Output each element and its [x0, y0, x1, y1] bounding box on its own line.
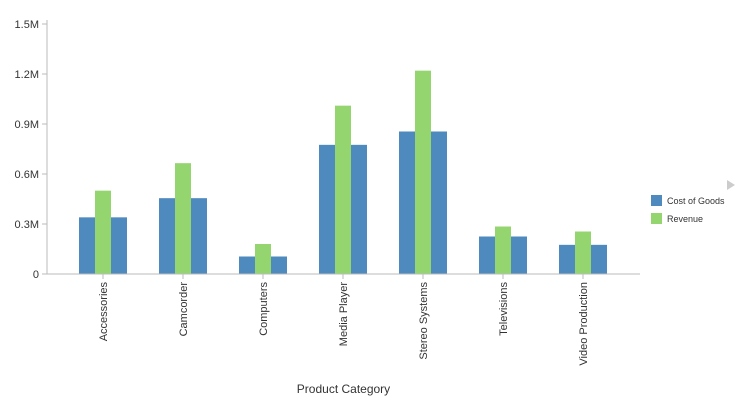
x-tick-label: Computers — [258, 282, 270, 336]
x-tick-label: Media Player — [338, 282, 350, 347]
bar-revenue — [575, 231, 591, 274]
x-tick-label: Accessories — [98, 282, 110, 342]
x-axis-title: Product Category — [297, 382, 390, 396]
y-tick-label: 0.6M — [15, 169, 39, 181]
bar-revenue — [335, 105, 351, 275]
x-axis: Accessories Camcorder Computers Media Playe… — [98, 274, 590, 366]
x-tick-label: Video Production — [578, 282, 590, 366]
legend-swatch — [651, 213, 662, 224]
y-tick-label: 1.2M — [15, 69, 39, 81]
bar-revenue — [95, 190, 111, 274]
bar-revenue — [415, 70, 431, 275]
y-tick-label: 1.5M — [15, 19, 39, 31]
y-tick-label: 0.3M — [15, 219, 39, 231]
x-tick-label: Televisions — [498, 282, 510, 336]
legend: Cost of Goods Revenue — [651, 195, 725, 224]
legend-label: Cost of Goods — [667, 196, 725, 206]
y-axis: 0 0.3M 0.6M 0.9M 1.2M 1.5M — [15, 19, 47, 281]
x-tick-label: Stereo Systems — [418, 282, 430, 360]
y-tick-label: 0.9M — [15, 119, 39, 131]
triangle-right-icon[interactable] — [727, 180, 735, 190]
bar-revenue — [495, 226, 511, 274]
bar-revenue — [175, 163, 191, 274]
y-tick-label: 0 — [33, 269, 39, 281]
bar-revenue — [255, 244, 271, 274]
bars-group — [79, 70, 607, 275]
legend-label: Revenue — [667, 214, 703, 224]
legend-swatch — [651, 195, 662, 206]
x-tick-label: Camcorder — [178, 282, 190, 337]
